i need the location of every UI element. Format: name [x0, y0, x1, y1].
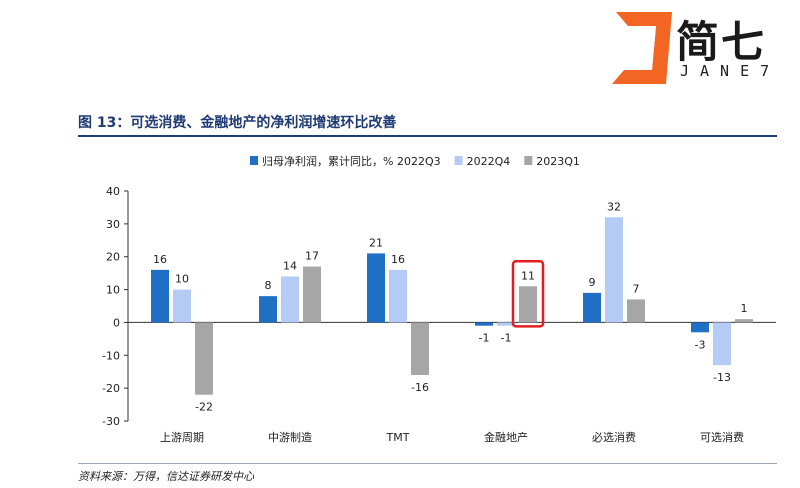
data-label: 1: [741, 302, 748, 315]
data-label: -13: [713, 371, 731, 384]
legend-label: 2022Q4: [467, 155, 511, 168]
y-tick-label: -10: [102, 349, 120, 362]
bar: [151, 270, 169, 323]
source-divider: [78, 463, 777, 464]
bar: [389, 270, 407, 323]
bar: [195, 322, 213, 394]
data-label: 8: [265, 279, 272, 292]
bar: [583, 293, 601, 323]
legend-swatch: [524, 156, 532, 165]
data-label: 7: [633, 282, 640, 295]
bar: [713, 322, 731, 365]
data-label: -3: [695, 338, 706, 351]
bar: [691, 322, 709, 332]
data-label: -1: [501, 332, 512, 345]
chart-x-labels: 上游周期 中游制造 TMT 金融地产 必选消费 可选消费: [160, 430, 744, 444]
bar: [259, 296, 277, 322]
data-label: 11: [521, 269, 535, 282]
bar: [627, 299, 645, 322]
data-label: 17: [305, 250, 319, 263]
legend-swatch: [455, 156, 463, 165]
bar: [519, 286, 537, 322]
chart-bars: [151, 217, 753, 394]
data-label: 10: [175, 273, 189, 286]
x-category-label: 中游制造: [268, 430, 312, 444]
data-label: -22: [195, 401, 213, 414]
bar: [303, 267, 321, 323]
legend-label: 归母净利润，累计同比，% 2022Q3: [262, 154, 441, 168]
legend-label: 2023Q1: [536, 155, 580, 168]
x-category-label: 金融地产: [484, 430, 528, 444]
y-tick-label: 10: [106, 284, 120, 297]
bar: [367, 253, 385, 322]
data-label: 9: [589, 276, 596, 289]
source-note: 资料来源：万得，信达证券研发中心: [78, 468, 254, 484]
x-category-label: 可选消费: [700, 430, 744, 444]
x-category-label: 上游周期: [160, 431, 204, 444]
data-label: 16: [391, 253, 405, 266]
y-tick-label: 20: [106, 251, 120, 264]
bar: [605, 217, 623, 322]
data-label: -1: [479, 332, 490, 345]
y-tick-label: 40: [106, 185, 120, 198]
legend-swatch: [250, 156, 258, 165]
y-tick-label: -30: [102, 415, 120, 428]
chart-legend: 归母净利润，累计同比，% 2022Q3 2022Q4 2023Q1: [250, 154, 580, 168]
x-category-label: TMT: [386, 431, 410, 444]
bar: [411, 322, 429, 375]
data-label: 21: [369, 236, 383, 249]
y-tick-label: 30: [106, 218, 120, 231]
x-category-label: 必选消费: [592, 430, 636, 444]
y-tick-label: -20: [102, 382, 120, 395]
bar: [281, 276, 299, 322]
data-label: 16: [153, 253, 167, 266]
data-label: 14: [283, 259, 297, 272]
data-label: -16: [411, 381, 429, 394]
data-label: 32: [607, 200, 621, 213]
y-tick-label: 0: [113, 316, 120, 329]
chart-data-labels: 16 10 -22 8 14 17 21 16 -16 -1 -1 11 9 32 7 -3 -13 1: [153, 200, 748, 413]
bar: [735, 319, 753, 322]
bar: [173, 290, 191, 323]
bar: [475, 322, 493, 325]
